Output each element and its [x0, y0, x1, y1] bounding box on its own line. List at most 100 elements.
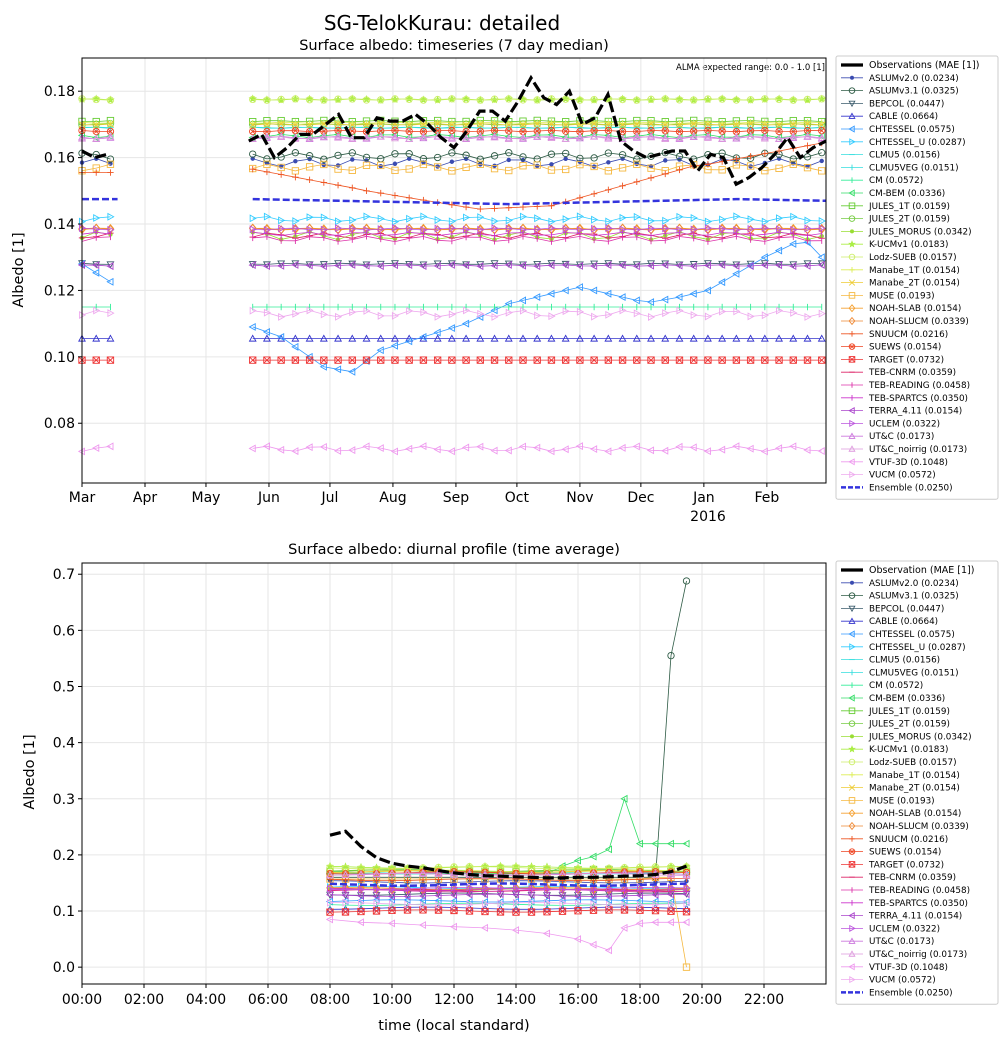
timeseries-point [548, 312, 556, 321]
timeseries-point [278, 312, 286, 321]
timeseries-point [491, 217, 499, 226]
timeseries-point [646, 261, 655, 270]
timeseries-point [92, 261, 100, 270]
timeseries-point [746, 132, 755, 140]
legend-frame [835, 55, 999, 500]
legend-label: TEB-READING (0.0458) [868, 381, 970, 391]
timeseries-point [647, 120, 655, 128]
timeseries-point [632, 442, 640, 451]
legend-entry-jules-1t: JULES_1T (0.0159) [841, 707, 950, 717]
timeseries-point [618, 334, 627, 342]
diurnal-point [496, 890, 504, 899]
legend-entry-teb-spartcs: TEB-SPARTCS (0.0350) [841, 394, 968, 404]
legend-marker [848, 720, 856, 727]
timeseries-line [81, 263, 111, 283]
timeseries-series-terra-4-11 [77, 260, 825, 271]
timeseries-point [249, 121, 257, 129]
diurnal-point [604, 845, 613, 854]
timeseries-point [263, 155, 271, 163]
timeseries-point [718, 445, 726, 454]
timeseries-point [689, 262, 697, 271]
timeseries-line [81, 227, 111, 231]
timeseries-year-label: 2016 [690, 509, 726, 525]
legend-label: JULES_2T (0.0159) [868, 720, 950, 730]
timeseries-point [675, 134, 684, 142]
timeseries-point [590, 356, 598, 364]
timeseries-point [605, 224, 613, 233]
legend-entry-teb-reading: TEB-READING (0.0458) [841, 886, 970, 896]
timeseries-point [319, 261, 328, 269]
timeseries-point [319, 442, 327, 451]
timeseries-point [575, 261, 583, 270]
timeseries-point [291, 149, 300, 157]
timeseries-point [789, 96, 797, 104]
timeseries-point [732, 95, 741, 104]
timeseries-point [462, 151, 470, 159]
diurnal-point [682, 839, 690, 848]
timeseries-point [732, 133, 741, 141]
timeseries-point [746, 260, 755, 268]
timeseries-point [704, 120, 712, 128]
diurnal-point [480, 923, 489, 932]
timeseries-point [362, 356, 371, 364]
legend-marker [848, 343, 856, 350]
timeseries-point [675, 121, 683, 129]
legend-label: CM (0.0572) [869, 176, 923, 186]
diurnal-point [356, 896, 365, 905]
timeseries-point [575, 95, 584, 104]
timeseries-point [476, 133, 485, 141]
timeseries-point [790, 308, 798, 317]
timeseries-point [618, 151, 627, 159]
timeseries-point [647, 260, 655, 268]
legend-label: ASLUMv3.1 (0.0325) [869, 87, 959, 97]
timeseries-point [263, 119, 271, 127]
timeseries-xtick-label: Mar [69, 490, 96, 506]
legend-marker [848, 445, 856, 452]
timeseries-point [363, 212, 371, 221]
timeseries-point [462, 334, 471, 342]
diurnal-point [620, 891, 628, 900]
timeseries-line [252, 309, 822, 318]
timeseries-point [590, 119, 598, 126]
timeseries-point [818, 95, 826, 103]
timeseries-point [533, 260, 542, 269]
timeseries-point [433, 95, 442, 104]
timeseries-point [761, 126, 769, 135]
timeseries-point [476, 262, 484, 271]
timeseries-point [320, 96, 328, 104]
legend-label: Ensemble (0.0250) [869, 988, 953, 998]
diurnal-xtick-label: 04:00 [186, 992, 226, 1008]
timeseries-point [447, 447, 455, 456]
timeseries-point [477, 119, 484, 127]
timeseries-series-vucm [78, 306, 826, 321]
timeseries-point [561, 134, 570, 142]
timeseries-point [476, 334, 485, 342]
timeseries-point [490, 164, 499, 173]
timeseries-point [633, 160, 641, 168]
legend-entry-suews: SUEWS (0.0154) [841, 343, 941, 353]
legend-entry-vucm: VUCM (0.0572) [841, 471, 936, 481]
timeseries-point [817, 260, 825, 269]
timeseries-line [81, 310, 111, 316]
timeseries-point [618, 127, 627, 136]
timeseries-point [106, 127, 115, 136]
timeseries-point [589, 262, 598, 270]
diurnal-point [666, 839, 675, 848]
legend-label: TEB-READING (0.0458) [868, 886, 970, 896]
legend-marker [848, 809, 856, 818]
timeseries-axes-frame [81, 57, 827, 484]
timeseries-point [419, 128, 428, 136]
legend-marker [848, 784, 856, 791]
timeseries-point [576, 96, 584, 104]
timeseries-point [504, 134, 513, 143]
timeseries-point [262, 327, 270, 336]
timeseries-point [390, 132, 399, 140]
timeseries-point [391, 356, 399, 364]
timeseries-point [249, 225, 257, 234]
timeseries-line [252, 98, 822, 101]
timeseries-point [391, 224, 400, 232]
timeseries-point [619, 306, 627, 315]
legend-label: TARGET (0.0732) [868, 355, 944, 365]
timeseries-series-muse [78, 160, 826, 175]
timeseries-point [604, 447, 612, 456]
